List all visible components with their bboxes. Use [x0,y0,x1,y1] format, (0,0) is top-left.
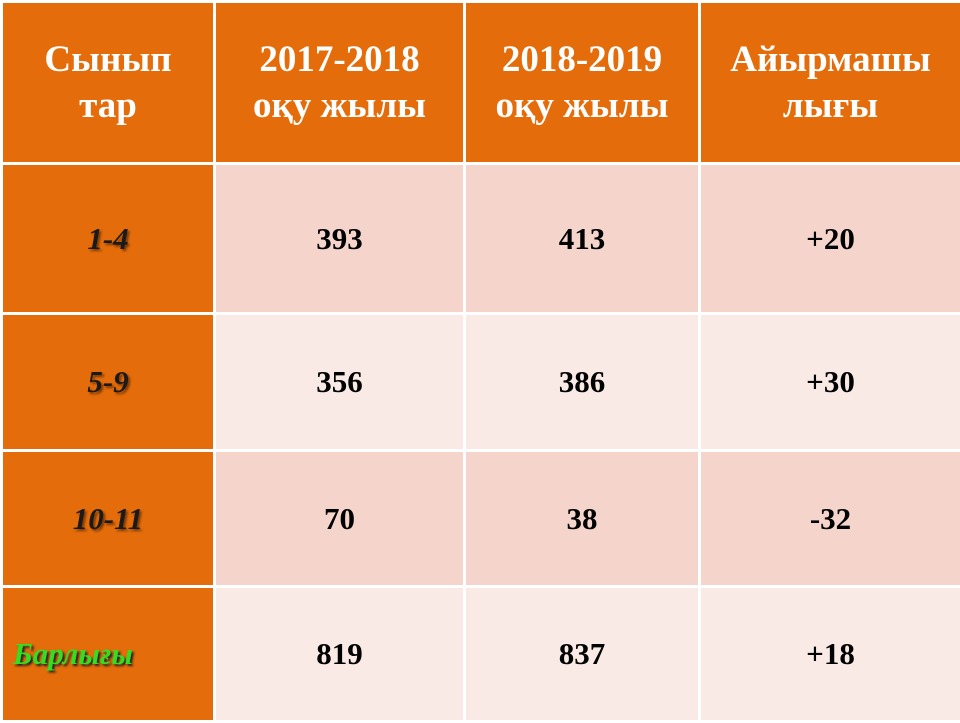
header-cell: 2017-2018 оқу жылы [215,2,465,164]
header-text: Айырмашы [730,39,931,80]
cell: +18 [700,587,960,722]
header-text: лығы [783,85,878,126]
header-text: 2018-2019 [502,39,662,80]
header-text: 2017-2018 [259,39,419,80]
table-row: Барлығы 819 837 +18 [2,587,960,722]
header-text: оқу жылы [253,85,426,126]
header-cell: Айырмашы лығы [700,2,960,164]
header-text: Сынып [44,39,171,80]
header-cell: Сынып тар [2,2,215,164]
cell: 70 [215,451,465,587]
cell: +30 [700,314,960,451]
cell: 393 [215,164,465,314]
cell: 837 [465,587,700,722]
cell: 819 [215,587,465,722]
row-label: 10-11 [2,451,215,587]
header-cell: 2018-2019 оқу жылы [465,2,700,164]
table-row: 1-4 393 413 +20 [2,164,960,314]
cell: 356 [215,314,465,451]
row-label: 1-4 [2,164,215,314]
header-row: Сынып тар 2017-2018 оқу жылы 2018-2019 оқу … [2,2,960,164]
cell: 38 [465,451,700,587]
cell: 386 [465,314,700,451]
table-row: 5-9 356 386 +30 [2,314,960,451]
cell: 413 [465,164,700,314]
cell: +20 [700,164,960,314]
header-text: оқу жылы [496,85,669,126]
row-label: Барлығы [2,587,215,722]
cell: -32 [700,451,960,587]
table-row: 10-11 70 38 -32 [2,451,960,587]
header-text: тар [79,85,137,126]
row-label: 5-9 [2,314,215,451]
